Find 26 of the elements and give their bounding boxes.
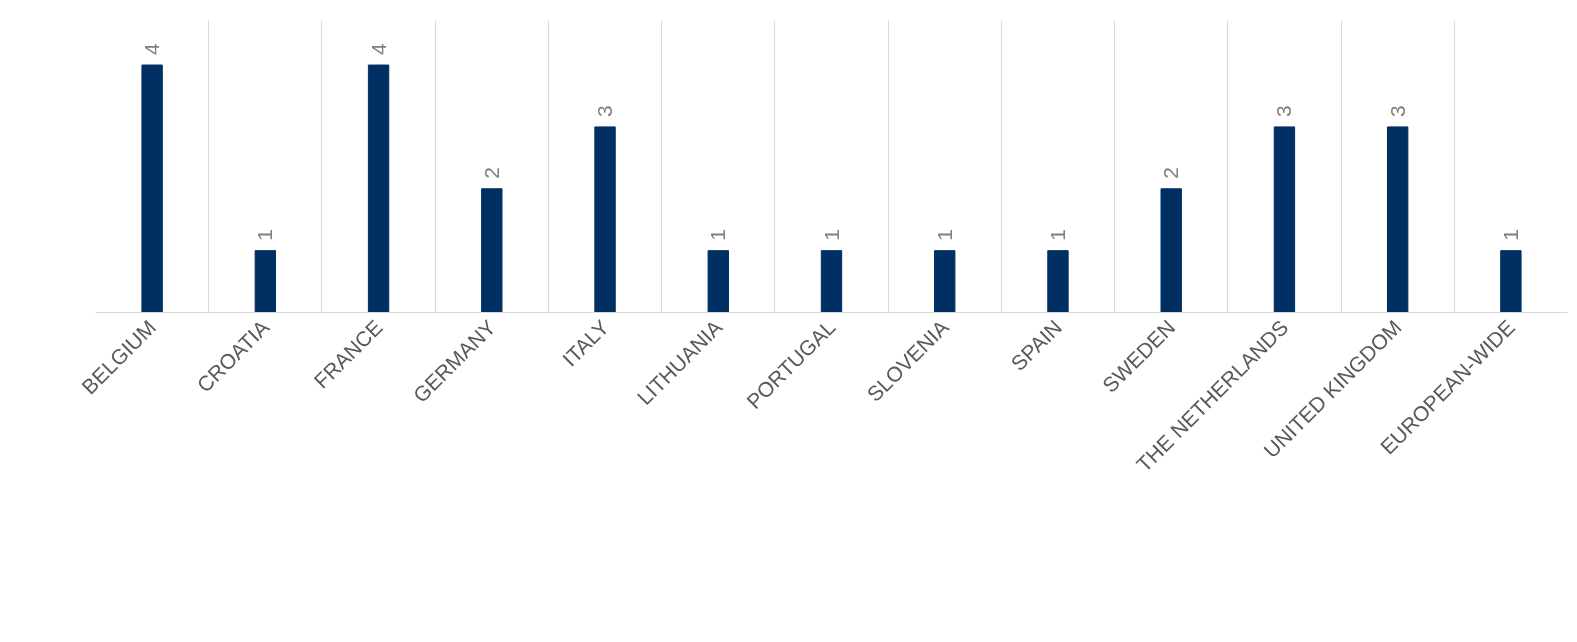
- data-label: 1: [1498, 228, 1522, 241]
- data-label: 1: [706, 228, 730, 241]
- bar: [707, 250, 729, 313]
- bar: [1500, 250, 1522, 313]
- data-label: 4: [140, 43, 164, 56]
- bar: [254, 250, 277, 313]
- data-label: 4: [366, 43, 390, 56]
- data-label: 2: [479, 167, 503, 179]
- bar: [481, 188, 503, 313]
- data-label: 3: [1385, 105, 1409, 117]
- bar: [820, 250, 843, 313]
- data-label: 1: [932, 228, 956, 241]
- bar: [1273, 126, 1296, 313]
- data-label: 1: [1045, 228, 1069, 241]
- data-label: 2: [1159, 167, 1183, 179]
- bar: [141, 64, 163, 313]
- data-label: 3: [1272, 105, 1296, 117]
- bar: [594, 126, 616, 313]
- data-label: 1: [819, 228, 843, 241]
- bar: [1047, 250, 1069, 313]
- data-label: 3: [593, 105, 617, 117]
- bar: [934, 250, 956, 313]
- bar: [1160, 188, 1182, 313]
- data-label: 1: [253, 228, 277, 241]
- bar: [367, 64, 390, 313]
- bar: [1386, 126, 1409, 313]
